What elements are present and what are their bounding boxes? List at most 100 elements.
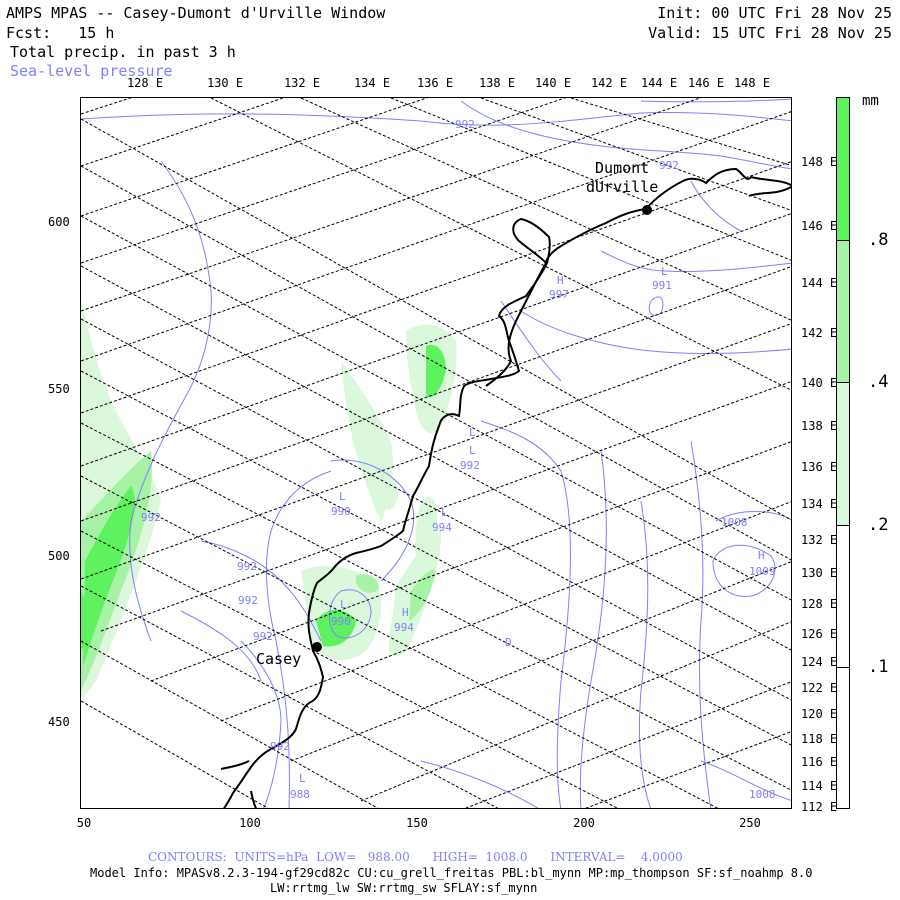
top-lon-label: 134 E — [353, 76, 391, 90]
colorbar-level: .8 — [868, 230, 889, 250]
x-axis-label: 150 — [406, 816, 428, 830]
colorbar-segment — [837, 98, 849, 241]
right-lon-label: 118 E — [801, 732, 838, 746]
top-lon-label: 146 E — [687, 76, 725, 90]
top-lon-label: 128 E — [126, 76, 164, 90]
contour-label: 991 — [652, 279, 672, 292]
contour-label: 990 — [331, 505, 351, 518]
x-axis-label: 50 — [76, 816, 92, 830]
pressure-center: L — [299, 772, 306, 785]
contour-label: 997 — [549, 288, 569, 301]
contour-label: 992 — [141, 511, 161, 524]
x-axis-label: 200 — [573, 816, 595, 830]
contour-label: 992 — [238, 594, 258, 607]
contour-label: 992 — [270, 740, 290, 753]
contour-label: 1008 — [749, 788, 776, 801]
pressure-center: H — [758, 549, 765, 562]
pressure-center: L — [469, 444, 476, 457]
contour-label: 994 — [394, 621, 414, 634]
top-lon-label: 132 E — [283, 76, 321, 90]
right-lon-label: 142 E — [801, 326, 838, 340]
coastline — [220, 167, 791, 808]
right-lon-label: 122 E — [801, 681, 838, 695]
colorbar-segment — [837, 526, 849, 668]
y-axis-label: 550 — [48, 382, 70, 396]
x-axis-label: 100 — [239, 816, 261, 830]
right-lon-label: 134 E — [801, 497, 838, 511]
right-lon-label: 120 E — [801, 707, 838, 721]
contour-label: 990 — [331, 615, 351, 628]
slp-contours — [81, 98, 791, 808]
contour-info: CONTOURS: UNITS=hPa LOW= 988.00 HIGH= 10… — [148, 850, 683, 864]
forecast-hour: Fcst: 15 h — [6, 24, 114, 42]
station-label-dumont: Dumont dUrville — [586, 159, 658, 197]
colorbar-segment — [837, 383, 849, 526]
right-lon-label: 136 E — [801, 460, 838, 474]
colorbar-level: .1 — [868, 657, 889, 677]
y-axis-label: 500 — [48, 549, 70, 563]
right-lon-label: 138 E — [801, 419, 838, 433]
top-lon-label: 136 E — [416, 76, 454, 90]
pressure-center: L — [661, 265, 668, 278]
right-lon-label: 124 E — [801, 655, 838, 669]
station-marker — [312, 642, 322, 652]
contour-label: 1009 — [749, 565, 776, 578]
right-lon-label: 116 E — [801, 755, 838, 769]
top-lon-label: 144 E — [640, 76, 678, 90]
right-lon-label: 128 E — [801, 597, 838, 611]
top-lon-label: 142 E — [590, 76, 628, 90]
field-slp-label: Sea-level pressure — [10, 62, 173, 80]
right-lon-label: 140 E — [801, 376, 838, 390]
colorbar-level: .4 — [868, 372, 889, 392]
pressure-center: L — [340, 598, 347, 611]
contour-label: 992 — [659, 159, 679, 172]
right-lon-label: 132 E — [801, 533, 838, 547]
map-panel[interactable]: Dumont dUrville Casey 992 992 H 997 L 99… — [80, 97, 792, 809]
precip-colorbar — [836, 97, 850, 809]
model-info: Model Info: MPASv8.2.3-194-gf29cd82c CU:… — [90, 866, 813, 880]
pressure-center: L — [441, 506, 448, 519]
contour-label: 988 — [290, 788, 310, 801]
top-lon-label: 140 E — [534, 76, 572, 90]
contour-label: 992 — [237, 560, 257, 573]
station-label-casey: Casey — [256, 650, 302, 668]
latlon-grid — [81, 98, 791, 808]
station-marker — [642, 205, 652, 215]
right-lon-label: 146 E — [801, 219, 838, 233]
top-lon-label: 148 E — [733, 76, 771, 90]
field-precip-label: Total precip. in past 3 h — [10, 43, 236, 61]
station-name: dUrville — [586, 178, 659, 196]
right-lon-label: 130 E — [801, 566, 838, 580]
contour-label: 994 — [432, 521, 452, 534]
model-info-physics: LW:rrtmg_lw SW:rrtmg_sw SFLAY:sf_mynn — [270, 881, 538, 895]
contour-label: 992 — [253, 630, 273, 643]
colorbar-segment — [837, 241, 849, 383]
colorbar-unit: mm — [862, 93, 879, 109]
right-lon-label: 114 E — [801, 779, 838, 793]
contour-label: L — [469, 426, 476, 439]
right-lon-label: 144 E — [801, 276, 838, 290]
right-lon-label: 148 E — [801, 155, 838, 169]
pressure-center: H — [557, 274, 564, 287]
pressure-center: H — [402, 606, 409, 619]
forecast-value: 15 h — [78, 24, 115, 42]
contour-label: 1008 — [721, 516, 748, 529]
top-lon-label: 130 E — [206, 76, 244, 90]
y-axis-label: 450 — [48, 715, 70, 729]
contour-label: 992 — [460, 459, 480, 472]
contour-label: D — [505, 636, 512, 649]
colorbar-level: .2 — [868, 515, 889, 535]
map-title: AMPS MPAS -- Casey-Dumont d'Urville Wind… — [6, 4, 386, 22]
right-lon-label: 126 E — [801, 627, 838, 641]
valid-time: Valid: 15 UTC Fri 28 Nov 25 — [648, 24, 892, 42]
map-canvas — [81, 98, 791, 808]
contour-label: 992 — [455, 118, 475, 131]
y-axis-label: 600 — [48, 215, 70, 229]
pressure-center: L — [339, 490, 346, 503]
station-name: Dumont — [595, 159, 650, 177]
top-lon-label: 138 E — [478, 76, 516, 90]
init-time: Init: 00 UTC Fri 28 Nov 25 — [657, 4, 892, 22]
right-lon-label: 112 E — [801, 800, 838, 814]
forecast-label: Fcst: — [6, 24, 52, 42]
x-axis-label: 250 — [739, 816, 761, 830]
